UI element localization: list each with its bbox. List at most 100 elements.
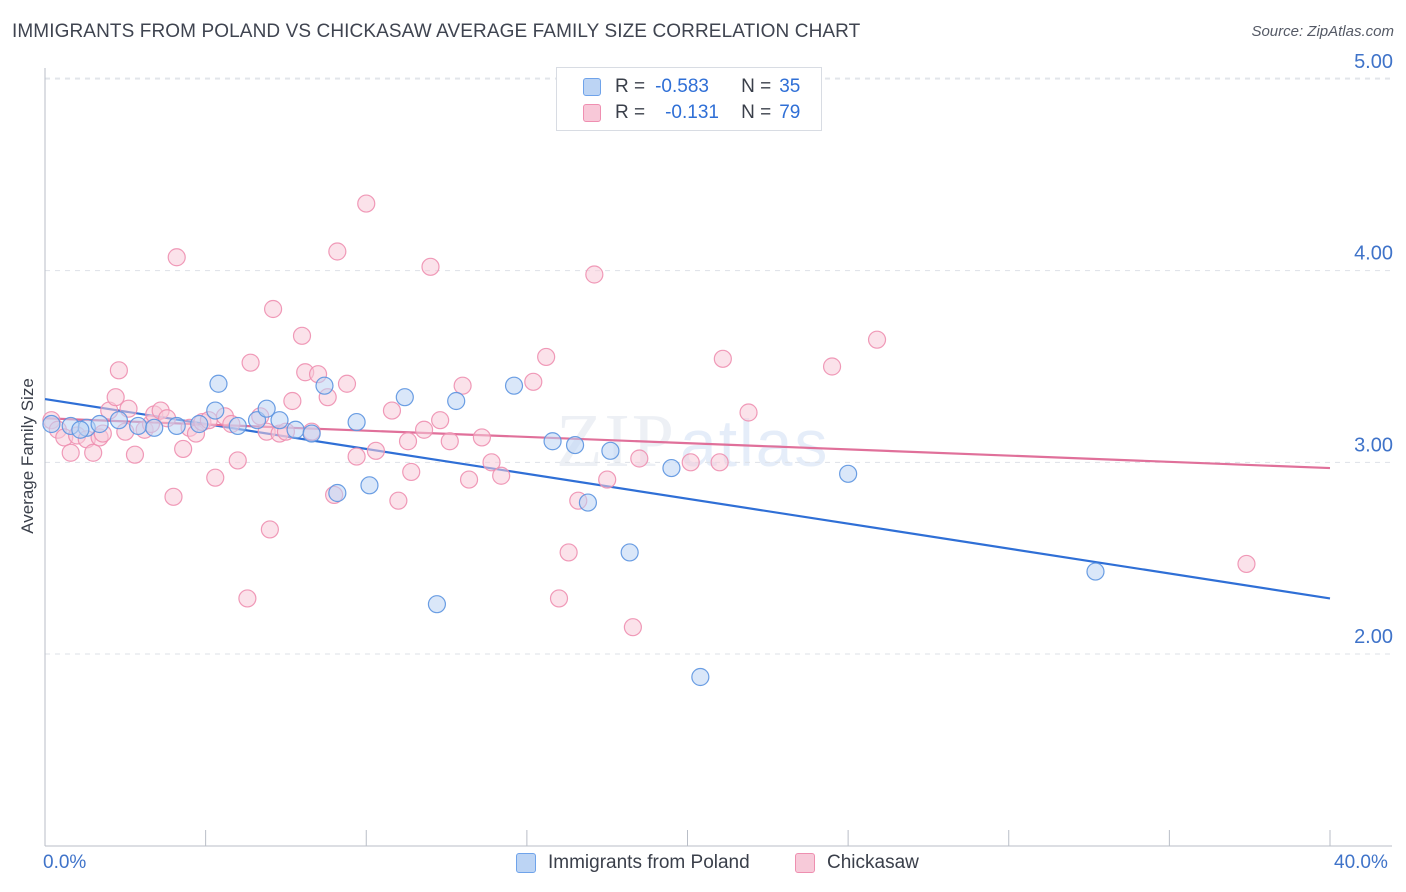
data-points xyxy=(42,194,1256,687)
data-point-chickasaw xyxy=(398,432,418,451)
data-point-chickasaw xyxy=(459,470,479,489)
y-tick-label: 4.00 xyxy=(1354,243,1393,265)
data-point-chickasaw xyxy=(630,449,649,468)
y-tick-label: 3.00 xyxy=(1354,434,1393,456)
data-point-poland xyxy=(662,458,681,478)
data-point-chickasaw xyxy=(482,453,501,472)
data-point-chickasaw xyxy=(713,349,732,368)
data-point-chickasaw xyxy=(453,376,472,395)
bottom-legend-label: Immigrants from Poland xyxy=(548,852,750,873)
source-credit: Source: ZipAtlas.com xyxy=(1251,23,1394,40)
data-point-poland xyxy=(42,414,61,434)
legend-r-label: R = xyxy=(615,102,646,123)
y-axis-label: Average Family Size xyxy=(18,378,37,534)
data-point-poland xyxy=(620,543,639,562)
data-point-poland xyxy=(1086,562,1105,581)
bottom-legend-chickasaw: Chickasaw xyxy=(795,852,919,874)
data-point-chickasaw xyxy=(337,374,357,393)
legend-n-value: 35 xyxy=(779,76,801,97)
data-point-poland xyxy=(167,416,186,436)
data-point-poland xyxy=(286,420,305,439)
data-point-chickasaw xyxy=(559,543,578,562)
data-point-chickasaw xyxy=(867,330,887,349)
data-point-chickasaw xyxy=(283,391,302,411)
bottom-legend-poland: Immigrants from Poland xyxy=(516,852,750,874)
data-point-chickasaw xyxy=(292,326,312,345)
data-point-chickasaw xyxy=(366,441,385,460)
data-point-chickasaw xyxy=(347,447,366,466)
data-point-chickasaw xyxy=(61,443,80,462)
data-point-poland xyxy=(447,391,466,411)
data-point-chickasaw xyxy=(549,589,569,608)
data-point-chickasaw xyxy=(382,401,402,420)
data-point-poland xyxy=(270,411,289,430)
legend-n-value: 79 xyxy=(779,102,801,123)
legend-n-label: N = xyxy=(741,102,772,123)
chart-title: IMMIGRANTS FROM POLAND VS CHICKASAW AVER… xyxy=(12,21,861,42)
data-point-poland xyxy=(315,376,334,395)
data-point-chickasaw xyxy=(492,466,511,485)
data-point-chickasaw xyxy=(84,443,103,462)
data-point-chickasaw xyxy=(623,618,642,637)
data-point-chickasaw xyxy=(206,468,225,487)
data-point-chickasaw xyxy=(1237,554,1256,574)
data-point-chickasaw xyxy=(402,462,421,482)
data-point-chickasaw xyxy=(739,403,758,422)
data-point-poland xyxy=(206,401,225,420)
data-point-poland xyxy=(565,435,585,455)
data-point-poland xyxy=(145,418,164,437)
data-point-chickasaw xyxy=(263,299,283,319)
y-tick-label: 2.00 xyxy=(1354,626,1393,648)
bottom-legend-label: Chickasaw xyxy=(827,852,919,873)
data-point-chickasaw xyxy=(238,589,257,608)
y-tick-labels: 2.00 3.00 4.00 5.00 xyxy=(1354,51,1393,648)
data-point-chickasaw xyxy=(431,411,450,430)
data-point-chickasaw xyxy=(389,491,408,510)
data-point-chickasaw xyxy=(328,242,347,261)
data-point-poland xyxy=(578,493,598,512)
data-point-poland xyxy=(90,414,109,434)
legend-row-chickasaw: R = -0.131 N = 79 xyxy=(583,101,800,125)
legend-n-label: N = xyxy=(741,76,772,97)
x-tick-label-max: 40.0% xyxy=(1334,852,1388,873)
data-point-chickasaw xyxy=(106,388,125,407)
data-point-chickasaw xyxy=(440,432,459,451)
data-point-poland xyxy=(427,595,447,614)
legend-swatch-poland xyxy=(583,78,601,96)
bottom-swatch-poland xyxy=(516,853,536,873)
legend-r-value: -0.583 xyxy=(655,76,709,97)
data-point-chickasaw xyxy=(125,445,145,464)
data-point-poland xyxy=(257,399,276,418)
legend-r-value: -0.131 xyxy=(665,102,719,123)
data-point-chickasaw xyxy=(537,347,556,367)
data-point-chickasaw xyxy=(585,265,604,284)
data-point-chickasaw xyxy=(174,439,193,459)
data-point-chickasaw xyxy=(524,372,543,391)
data-point-poland xyxy=(347,412,366,432)
data-point-chickasaw xyxy=(598,470,617,489)
data-point-poland xyxy=(395,388,414,407)
data-point-poland xyxy=(302,424,321,443)
data-point-chickasaw xyxy=(681,453,700,472)
data-point-poland xyxy=(504,376,524,395)
data-point-poland xyxy=(109,411,128,430)
data-point-chickasaw xyxy=(822,357,842,376)
stats-legend: R = -0.583 N = 35 R = -0.131 N = 79 xyxy=(556,67,822,131)
data-point-chickasaw xyxy=(109,361,128,380)
data-point-chickasaw xyxy=(357,194,376,213)
axes xyxy=(44,68,1392,847)
legend-r-label: R = xyxy=(615,76,646,97)
legend-row-poland: R = -0.583 N = 35 xyxy=(583,75,800,99)
data-point-chickasaw xyxy=(167,248,186,267)
data-point-poland xyxy=(601,441,620,460)
data-point-chickasaw xyxy=(260,520,279,539)
data-point-poland xyxy=(228,416,247,436)
y-tick-label: 5.00 xyxy=(1354,51,1393,73)
data-point-chickasaw xyxy=(421,257,440,276)
data-point-chickasaw xyxy=(472,428,491,447)
data-point-poland xyxy=(360,476,379,495)
data-point-chickasaw xyxy=(710,453,729,472)
legend-swatch-chickasaw xyxy=(583,104,601,122)
bottom-swatch-chickasaw xyxy=(795,853,815,873)
